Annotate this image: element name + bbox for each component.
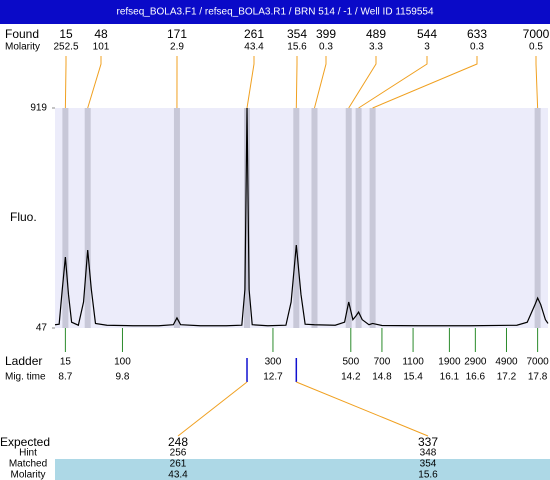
- expected-molarity-label: Molarity: [10, 470, 45, 480]
- found-leader: [246, 56, 255, 109]
- ladder-size: 700: [374, 357, 391, 368]
- ladder-time: 16.1: [440, 372, 460, 383]
- peak-band: [311, 108, 318, 328]
- ladder-time: 12.7: [263, 372, 283, 383]
- peak-band: [173, 108, 180, 328]
- found-molarity: 252.5: [53, 42, 78, 53]
- ladder-size: 1900: [438, 357, 461, 368]
- expected-label: Expected: [0, 435, 50, 449]
- found-size: 489: [366, 27, 386, 41]
- found-molarity: 0.3: [470, 42, 484, 53]
- found-size: 171: [167, 27, 187, 41]
- y-tick-label: 47: [36, 323, 48, 334]
- ladder-time: 17.2: [497, 372, 517, 383]
- found-size: 261: [244, 27, 264, 41]
- found-leader: [348, 56, 377, 109]
- hint-size: 256: [170, 448, 187, 459]
- found-molarity: 43.4: [244, 42, 264, 53]
- found-size: 633: [467, 27, 487, 41]
- found-leader: [372, 56, 478, 109]
- ladder-time: 8.7: [58, 372, 72, 383]
- ladder-time: 16.6: [466, 372, 486, 383]
- found-leader: [64, 56, 67, 109]
- found-molarity-label: Molarity: [5, 42, 40, 53]
- ladder-time: 17.8: [528, 372, 548, 383]
- title: refseq_BOLA3.F1 / refseq_BOLA3.R1 / BRN …: [116, 7, 433, 18]
- y-label: Fluo.: [10, 210, 37, 224]
- found-molarity: 3.3: [369, 42, 383, 53]
- ladder-size: 4900: [495, 357, 518, 368]
- peak-band: [293, 108, 300, 328]
- ladder-size: 500: [342, 357, 359, 368]
- ladder-size: 300: [265, 357, 282, 368]
- ladder-size: 2900: [464, 357, 487, 368]
- found-size: 15: [59, 27, 73, 41]
- expected-leader: [177, 381, 248, 437]
- mig-time-label: Mig. time: [5, 372, 46, 383]
- found-leader: [87, 56, 102, 109]
- plot-area: [55, 108, 548, 328]
- found-leader: [535, 56, 539, 109]
- peak-band: [62, 108, 69, 328]
- found-leader: [295, 56, 298, 109]
- matched-size: 354: [420, 459, 437, 470]
- found-molarity: 3: [424, 42, 430, 53]
- matched-label: Matched: [9, 459, 47, 470]
- found-molarity: 101: [93, 42, 110, 53]
- ladder-size: 100: [114, 357, 131, 368]
- expected-size: 248: [168, 435, 188, 449]
- peak-band: [534, 108, 541, 328]
- matched-molarity: 43.4: [168, 470, 188, 480]
- peak-band: [84, 108, 91, 328]
- found-molarity: 0.3: [319, 42, 333, 53]
- peak-band: [345, 108, 352, 328]
- title-bar: [0, 0, 550, 24]
- y-tick-label: 919: [30, 103, 47, 114]
- matched-molarity: 15.6: [418, 470, 438, 480]
- ladder-time: 14.8: [372, 372, 392, 383]
- peak-band: [355, 108, 362, 328]
- expected-size: 337: [418, 435, 438, 449]
- expected-leader: [296, 381, 429, 437]
- found-size: 544: [417, 27, 437, 41]
- found-size: 399: [316, 27, 336, 41]
- ladder-size: 7000: [526, 357, 549, 368]
- found-size: 48: [94, 27, 108, 41]
- ladder-size: 1100: [402, 357, 424, 368]
- ladder-size: 15: [60, 357, 72, 368]
- found-leader: [358, 56, 428, 109]
- peak-band: [244, 108, 251, 328]
- peak-band: [369, 108, 376, 328]
- ladder-time: 14.2: [341, 372, 361, 383]
- found-molarity: 0.5: [529, 42, 543, 53]
- hint-label: Hint: [19, 448, 37, 459]
- matched-size: 261: [170, 459, 187, 470]
- found-leader: [313, 56, 327, 109]
- found-molarity: 2.9: [170, 42, 184, 53]
- found-molarity: 15.6: [287, 42, 307, 53]
- found-size: 354: [287, 27, 307, 41]
- ladder-time: 9.8: [116, 372, 130, 383]
- found-size: 7000: [523, 27, 550, 41]
- hint-size: 348: [420, 448, 437, 459]
- found-label: Found: [5, 27, 39, 41]
- trace: [54, 107, 549, 327]
- matched-band: [55, 459, 550, 480]
- ladder-label: Ladder: [5, 354, 42, 368]
- ladder-time: 15.4: [403, 372, 423, 383]
